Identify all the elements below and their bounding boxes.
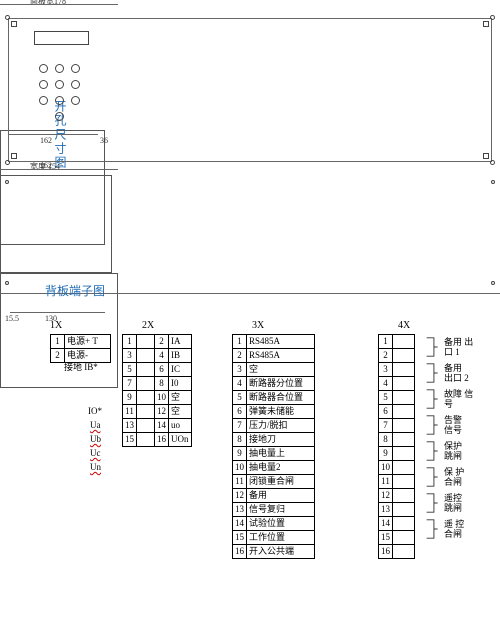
front-panel-drawing: 面板宽178 面板高度190 10 8 162 xyxy=(0,10,118,130)
table-3x: 1RS485A2RS485A3空4断路器分位置5断路器合位置6弹簧未储能7压力/… xyxy=(232,334,315,559)
table-1x: 1电源+ T 2电源- xyxy=(50,334,111,363)
bracket-label: 告警信号 xyxy=(424,412,473,438)
keypad xyxy=(39,64,83,124)
bracket-label: 备用出口 2 xyxy=(424,360,473,386)
table-2x: 12IA34IB56IC78I0910空1112空1314uo1516UOn xyxy=(122,334,192,447)
front-inner xyxy=(8,18,492,162)
bracket-label: 遥控跳闸 xyxy=(424,490,473,516)
bracket-label: 备用 出口 1 xyxy=(424,334,473,360)
hdr-2x: 2X xyxy=(142,320,154,331)
hdr-3x: 3X xyxy=(252,320,264,331)
bracket-label: 遥 控合闸 xyxy=(424,516,473,542)
bracket-label: 保护跳闸 xyxy=(424,438,473,464)
bracket-labels-4x: 备用 出口 1备用出口 2故障 信号告警信号保护跳闸保 护合闸遥控跳闸遥 控合闸 xyxy=(424,334,473,542)
table-4x: 12345678910111213141516 xyxy=(378,334,415,559)
hdr-4x: 4X xyxy=(398,320,410,331)
lcd-screen xyxy=(34,31,89,45)
bracket-label: 故障 信号 xyxy=(424,386,473,412)
side-panel-drawing: 宽度 154 高度170 xyxy=(0,175,112,273)
section2-title: 背板端子图 xyxy=(45,282,105,299)
hdr-1x: 1X xyxy=(50,320,62,331)
top-drawings-row1: 开孔尺寸图 面板宽178 面板高度190 10 xyxy=(0,10,500,170)
t1x-row3: 接地 IB* xyxy=(64,360,98,373)
bracket-label: 保 护合闸 xyxy=(424,464,473,490)
